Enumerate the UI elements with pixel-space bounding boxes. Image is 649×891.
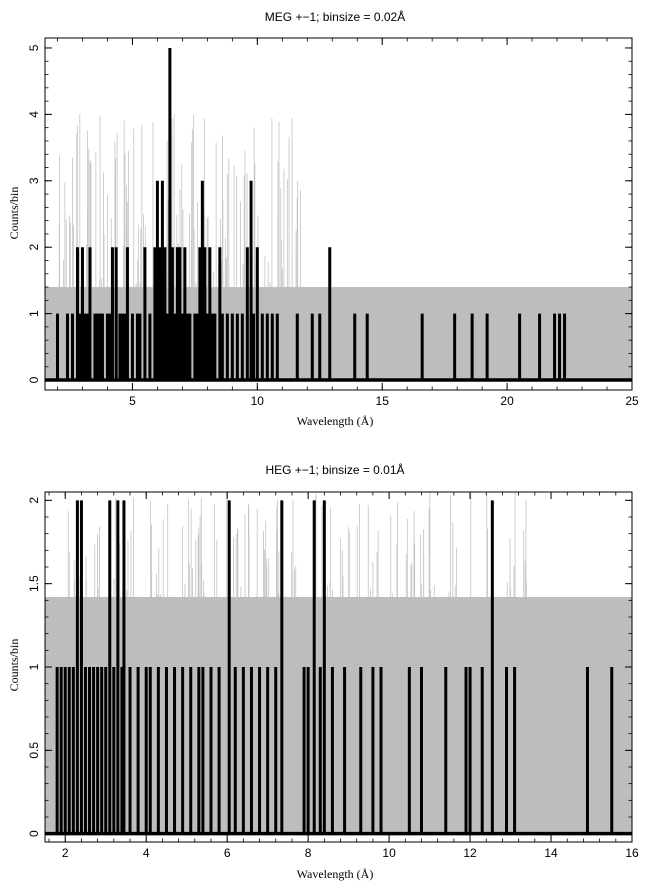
meg-x-tick-label: 5	[129, 394, 136, 408]
heg-y-axis-label: Counts/bin	[7, 639, 21, 692]
heg-plot-area: 2 4 6 8 10 12 14 16 0 0.5 1 1.5 2	[27, 491, 639, 860]
heg-x-tick-label: 6	[224, 846, 231, 860]
heg-y-tick-label: 1	[27, 663, 41, 670]
meg-y-tick-label: 0	[27, 376, 41, 383]
heg-x-axis-label: Wavelength (Å)	[297, 867, 374, 881]
heg-x-tick-label: 12	[463, 846, 477, 860]
heg-x-tick-label: 4	[143, 846, 150, 860]
heg-noise-spikes	[67, 492, 527, 597]
meg-y-tick-label: 1	[27, 310, 41, 317]
meg-x-tick-label: 25	[625, 394, 639, 408]
meg-background-level	[45, 287, 632, 381]
meg-plot-area: 5 10 15 20 25 0 1 2 3 4 5	[27, 37, 639, 408]
meg-plot-frame	[44, 37, 633, 391]
meg-y-tick-label: 3	[27, 177, 41, 184]
meg-y-axis-label: Counts/bin	[7, 187, 21, 240]
heg-y-tick-label: 2	[27, 497, 41, 504]
meg-x-tick-label: 10	[251, 394, 265, 408]
heg-y-tick-label: 0	[27, 830, 41, 837]
meg-count-spikes	[55, 47, 567, 381]
heg-x-tick-label: 16	[625, 846, 639, 860]
heg-count-spikes	[55, 500, 614, 834]
meg-y-tick-label: 2	[27, 244, 41, 251]
heg-x-tick-label: 14	[544, 846, 558, 860]
heg-background-level	[45, 597, 632, 834]
meg-x-tick-label: 20	[500, 394, 514, 408]
heg-x-tick-label: 2	[62, 846, 69, 860]
heg-panel: HEG +−1; binsize = 0.01Å 2 4 6 8 10 12 14 1600.…	[7, 462, 639, 881]
meg-y-tick-label: 5	[27, 44, 41, 51]
heg-y-tick-label: 1.5	[27, 575, 41, 592]
heg-chart-title: HEG +−1; binsize = 0.01Å	[265, 462, 404, 477]
meg-y-tick-label: 4	[27, 111, 41, 118]
meg-x-axis-label: Wavelength (Å)	[297, 414, 374, 428]
heg-y-tick-label: 0.5	[27, 742, 41, 759]
heg-x-tick-label: 8	[305, 846, 312, 860]
meg-chart-title: MEG +−1; binsize = 0.02Å	[265, 9, 405, 24]
meg-panel: MEG +−1; binsize = 0.02Å 5 10 15 20 25012345…	[7, 9, 639, 428]
heg-x-tick-label: 10	[382, 846, 396, 860]
meg-x-tick-label: 15	[376, 394, 390, 408]
